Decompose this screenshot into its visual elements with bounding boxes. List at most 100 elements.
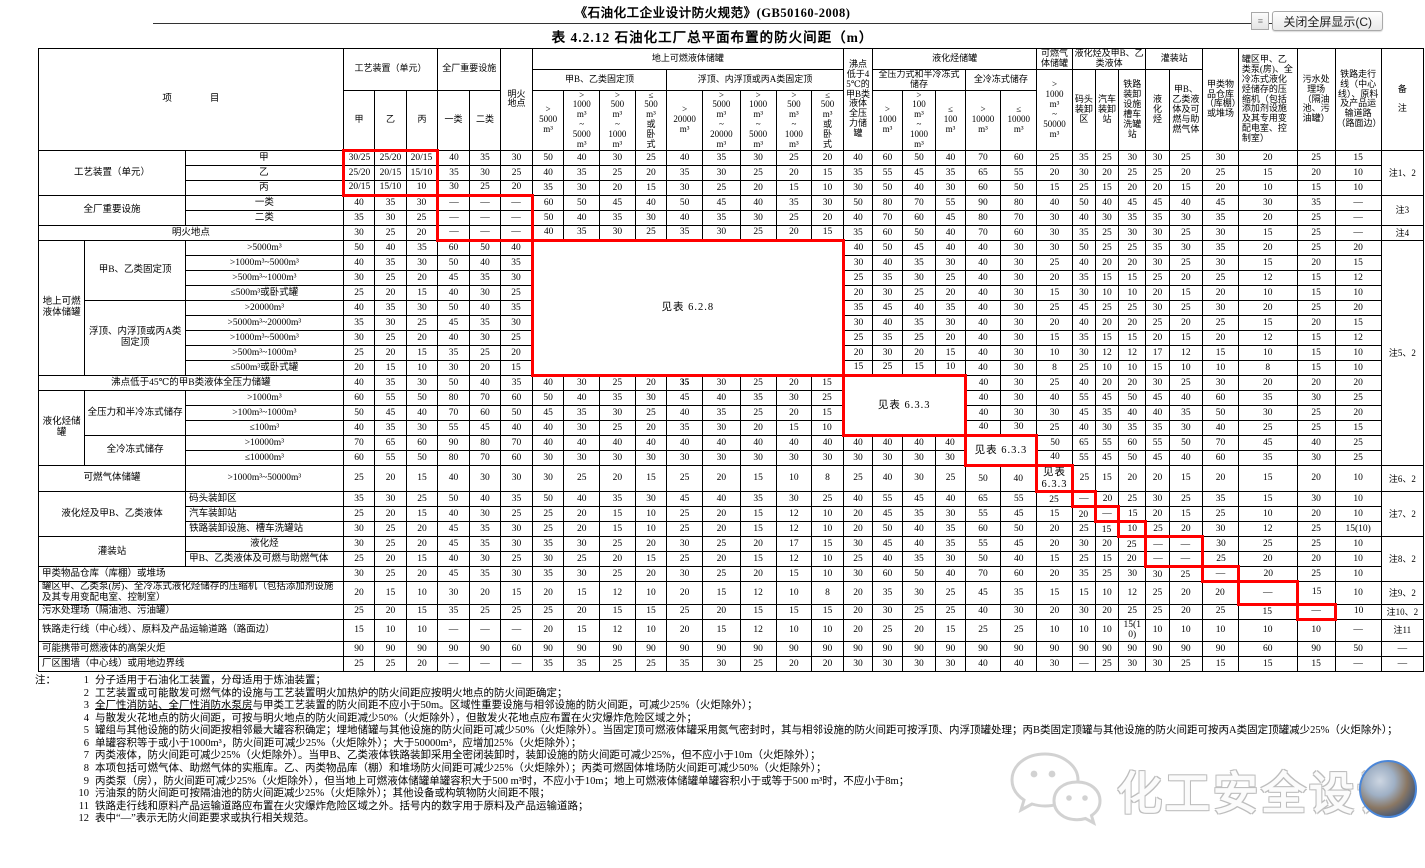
- data-cell: 35: [1202, 239, 1239, 256]
- data-cell: 45: [374, 404, 407, 421]
- data-cell: 30: [1145, 149, 1170, 166]
- data-cell: 25: [1168, 224, 1204, 241]
- data-cell: 40: [666, 209, 703, 226]
- data-cell: 30: [811, 449, 844, 466]
- row-label: 浮顶、内浮顶或丙A类固定顶: [84, 299, 187, 376]
- data-cell: 35: [1145, 209, 1170, 226]
- data-cell: —: [1144, 535, 1170, 553]
- data-cell: 25: [531, 506, 565, 523]
- data-cell: 8: [811, 464, 844, 493]
- data-cell: 60: [872, 566, 903, 583]
- data-cell: —: [1334, 655, 1382, 672]
- data-cell: 50: [1036, 434, 1073, 451]
- data-cell: 30/25: [341, 148, 376, 166]
- data-cell: 20: [1296, 374, 1336, 391]
- data-cell: 40: [775, 434, 813, 451]
- row-label: >10000m³: [185, 434, 344, 451]
- data-cell: 12: [1334, 269, 1382, 286]
- data-cell: 35: [901, 254, 937, 271]
- note-number: 3: [83, 700, 89, 712]
- data-cell: 20: [1237, 551, 1298, 568]
- data-cell: 35: [1202, 209, 1239, 226]
- data-cell: 10: [1237, 344, 1298, 361]
- data-cell: 40: [935, 434, 966, 451]
- data-cell: 60: [872, 224, 903, 241]
- data-cell: 20: [1168, 581, 1204, 605]
- data-cell: 30: [405, 254, 439, 271]
- data-cell: —: [468, 655, 502, 672]
- menu-icon-button[interactable]: ≡: [1251, 12, 1270, 30]
- close-fullscreen-button[interactable]: 关闭全屏显示(C): [1272, 11, 1383, 31]
- data-cell: 30: [342, 329, 376, 346]
- data-cell: 50: [1000, 179, 1038, 196]
- data-cell: 50: [531, 389, 565, 406]
- data-cell: 10: [1334, 536, 1382, 553]
- data-cell: 20: [702, 521, 741, 538]
- data-cell: 35: [935, 299, 966, 316]
- data-cell: 60: [1000, 566, 1038, 583]
- data-cell: 25: [702, 566, 741, 583]
- data-cell: 70: [342, 434, 376, 451]
- data-cell: —: [500, 655, 533, 672]
- data-cell: 20: [1118, 314, 1147, 331]
- data-cell: 30: [342, 224, 376, 241]
- data-cell: 15: [405, 603, 439, 620]
- data-cell: 40: [739, 194, 777, 211]
- data-cell: 15: [1334, 254, 1382, 271]
- data-cell: 40: [405, 404, 439, 421]
- data-cell: 80: [468, 434, 502, 451]
- data-cell: 25: [1202, 506, 1239, 523]
- data-cell: 10: [1145, 618, 1170, 642]
- data-cell: 35: [666, 419, 703, 436]
- data-cell: 15: [1296, 329, 1336, 346]
- data-cell: 20: [1036, 269, 1073, 286]
- data-cell: 20: [842, 618, 874, 642]
- data-cell: 25: [531, 603, 565, 620]
- data-cell: 30: [500, 536, 533, 553]
- data-cell: 40: [964, 655, 1002, 672]
- data-cell: 35: [599, 209, 636, 226]
- data-cell: 10: [405, 179, 440, 197]
- note-item: 11 铁路走行线和原料产品运输道路应布置在火灾爆炸危险区域之外。括号内的数字用于原…: [79, 801, 1415, 814]
- data-cell: 35: [1118, 209, 1147, 226]
- data-cell: 20: [666, 581, 703, 605]
- data-cell: 35: [531, 655, 565, 672]
- data-cell: 20: [842, 581, 874, 605]
- data-cell: 35: [872, 329, 903, 346]
- data-cell: 30: [1094, 209, 1120, 226]
- data-cell: 50: [405, 449, 439, 466]
- data-cell: 20: [1094, 536, 1120, 553]
- data-cell: 15: [775, 566, 813, 583]
- data-cell: 45: [666, 389, 703, 406]
- data-cell: 90: [935, 640, 966, 657]
- data-cell: 35: [531, 566, 565, 583]
- data-cell: 35: [666, 374, 703, 391]
- row-label: 罐区甲、乙类泵(房)、全冷冻式液化烃储存的压缩机（包括添加剂设施及其专用变配电室…: [38, 581, 344, 605]
- data-cell: 20: [1202, 284, 1239, 301]
- data-cell: 30: [901, 464, 937, 493]
- data-cell: 65: [374, 434, 407, 451]
- data-cell: 10: [405, 618, 439, 642]
- see-table-cell: 见表 6.2.8: [530, 238, 845, 377]
- header-cell: 甲B、乙类液体及可燃与助燃气体: [1168, 68, 1204, 151]
- data-cell: 20: [563, 603, 601, 620]
- data-cell: 30: [1000, 299, 1038, 316]
- data-cell: 20: [1237, 374, 1298, 391]
- data-cell: 30: [1036, 239, 1073, 256]
- data-cell: 25: [405, 491, 439, 508]
- data-cell: 45: [872, 506, 903, 523]
- data-cell: 10: [1334, 581, 1382, 605]
- data-cell: 80: [964, 209, 1002, 226]
- data-cell: —: [436, 193, 470, 211]
- data-cell: 15: [811, 404, 844, 421]
- data-cell: 70: [500, 434, 533, 451]
- data-cell: 20: [1036, 603, 1073, 620]
- data-cell: 20: [1168, 269, 1204, 286]
- data-cell: 35: [935, 164, 966, 181]
- data-cell: 25: [666, 551, 703, 568]
- data-cell: 15: [1237, 464, 1298, 493]
- data-cell: 20: [634, 374, 668, 391]
- data-cell: 20: [599, 464, 636, 493]
- data-cell: 40: [872, 254, 903, 271]
- data-cell: 60: [1000, 224, 1038, 241]
